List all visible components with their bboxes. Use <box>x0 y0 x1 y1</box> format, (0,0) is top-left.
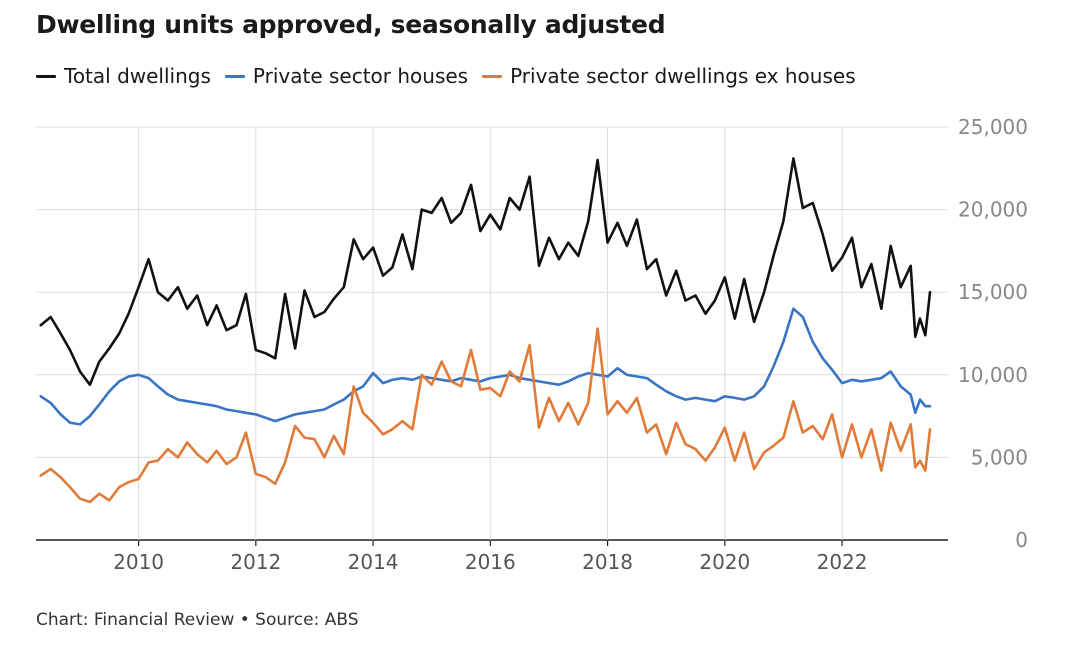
legend-swatch-total <box>36 74 56 78</box>
y-tick-label: 15,000 <box>958 280 1028 304</box>
x-tick-label: 2020 <box>699 550 750 574</box>
y-tick-label: 25,000 <box>958 115 1028 139</box>
chart-source: Chart: Financial Review • Source: ABS <box>36 610 359 630</box>
series-lines <box>39 157 932 504</box>
series-line-houses <box>39 307 932 426</box>
legend-swatch-houses <box>224 74 245 78</box>
series-line-total <box>39 157 932 387</box>
x-tick-label: 2018 <box>582 550 633 574</box>
x-tick-label: 2016 <box>465 550 516 574</box>
legend-item-houses: Private sector houses <box>224 64 469 88</box>
y-tick-label: 20,000 <box>958 198 1028 222</box>
y-tick-label: 0 <box>1015 528 1028 552</box>
legend: Total dwellings Private sector houses Pr… <box>36 64 870 88</box>
legend-label-total: Total dwellings <box>64 64 211 88</box>
x-tick-label: 2010 <box>113 550 164 574</box>
x-tick-label: 2012 <box>230 550 281 574</box>
y-tick-label: 5,000 <box>971 445 1028 469</box>
x-axis-ticks: 2010 2012 2014 2016 2018 2020 2022 <box>113 550 867 574</box>
y-axis-ticks: 0 5,000 10,000 15,000 20,000 25,000 <box>958 115 1028 552</box>
series-line-ex-houses <box>39 327 932 504</box>
y-tick-label: 10,000 <box>958 363 1028 387</box>
legend-swatch-ex-houses <box>482 74 503 78</box>
legend-item-ex-houses: Private sector dwellings ex houses <box>482 64 856 88</box>
legend-item-total: Total dwellings <box>36 64 211 88</box>
x-tick-label: 2014 <box>348 550 399 574</box>
chart-title: Dwelling units approved, seasonally adju… <box>36 10 666 39</box>
legend-label-houses: Private sector houses <box>252 64 469 88</box>
legend-label-ex-houses: Private sector dwellings ex houses <box>510 64 856 88</box>
x-tick-label: 2022 <box>817 550 868 574</box>
